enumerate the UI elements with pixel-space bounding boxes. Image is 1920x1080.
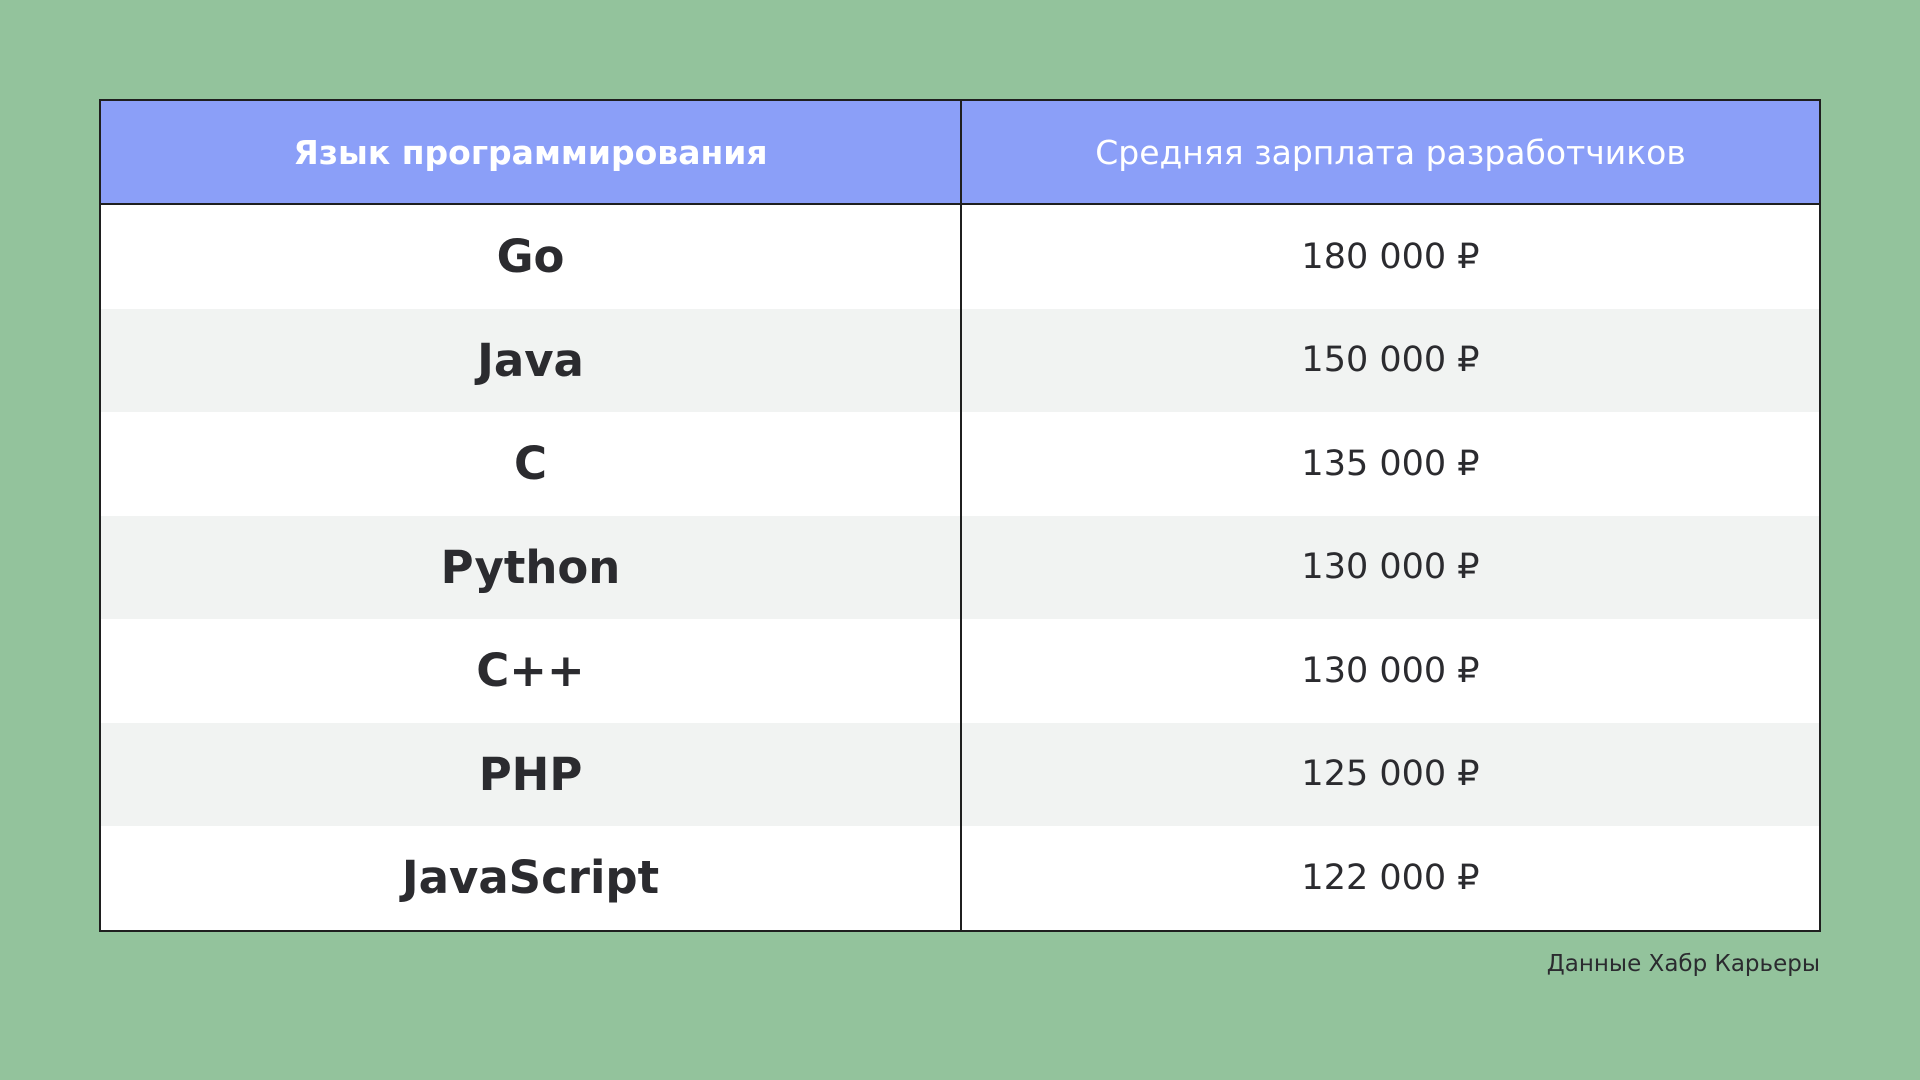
header-salary: Средняя зарплата разработчиков (961, 101, 1819, 205)
salary-table-grid: Язык программирования Средняя зарплата р… (101, 101, 1819, 930)
table-row: Go 180 000 ₽ (101, 204, 1819, 309)
table-row: Python 130 000 ₽ (101, 515, 1819, 619)
table-body: Go 180 000 ₽ Java 150 000 ₽ C 135 000 ₽ Python… (101, 204, 1819, 930)
salary-cell: 180 000 ₽ (961, 204, 1819, 309)
salary-table: Язык программирования Средняя зарплата р… (99, 99, 1821, 932)
table-row: Java 150 000 ₽ (101, 308, 1819, 412)
language-cell: C (101, 412, 962, 516)
salary-cell: 135 000 ₽ (961, 412, 1819, 516)
language-cell: PHP (101, 722, 962, 826)
language-cell: Java (101, 308, 962, 412)
salary-cell: 150 000 ₽ (961, 308, 1819, 412)
salary-cell: 122 000 ₽ (961, 826, 1819, 930)
table-row: JavaScript 122 000 ₽ (101, 826, 1819, 930)
table-row: C++ 130 000 ₽ (101, 619, 1819, 723)
header-language: Язык программирования (101, 101, 962, 205)
language-cell: Go (101, 204, 962, 309)
language-cell: JavaScript (101, 826, 962, 930)
language-cell: Python (101, 515, 962, 619)
table-header-row: Язык программирования Средняя зарплата р… (101, 101, 1819, 205)
table-row: PHP 125 000 ₽ (101, 722, 1819, 826)
language-cell: C++ (101, 619, 962, 723)
salary-cell: 130 000 ₽ (961, 619, 1819, 723)
source-note: Данные Хабр Карьеры (1546, 951, 1820, 977)
salary-cell: 130 000 ₽ (961, 515, 1819, 619)
table-row: C 135 000 ₽ (101, 412, 1819, 516)
salary-cell: 125 000 ₽ (961, 722, 1819, 826)
